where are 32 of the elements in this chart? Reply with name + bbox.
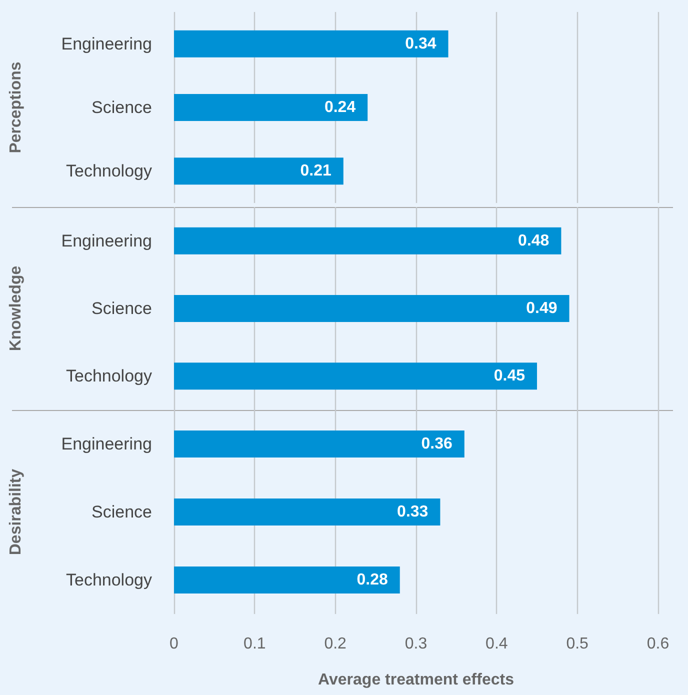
x-tick-label: 0.2 bbox=[324, 636, 347, 652]
data-label: 0.33 bbox=[397, 504, 428, 520]
y-tick-label: Science bbox=[92, 502, 152, 522]
x-tick-label: 0.5 bbox=[566, 636, 589, 652]
data-label: 0.36 bbox=[421, 436, 452, 452]
bar bbox=[174, 566, 400, 594]
data-label: 0.48 bbox=[518, 232, 550, 250]
y-tick-label: Technology bbox=[66, 366, 152, 386]
bar bbox=[174, 430, 464, 458]
x-tick-label: 0.6 bbox=[646, 636, 670, 652]
y-tick-label: Engineering bbox=[61, 434, 152, 454]
y-tick-label: Technology bbox=[66, 570, 152, 590]
data-label: 0.28 bbox=[356, 572, 388, 588]
y-tick-label: Engineering bbox=[61, 231, 152, 250]
data-label: 0.34 bbox=[405, 35, 436, 52]
data-label: 0.49 bbox=[526, 300, 558, 317]
y-tick-label: Technology bbox=[66, 162, 152, 181]
data-label: 0.24 bbox=[324, 99, 356, 116]
y-tick-label: Science bbox=[92, 299, 152, 318]
y-tick-label: Engineering bbox=[61, 34, 152, 54]
x-tick-label: 0.1 bbox=[244, 636, 266, 652]
y-tick-label: Science bbox=[92, 98, 152, 117]
x-axis-title: Average treatment effects bbox=[318, 672, 514, 688]
x-tick-label: 0.3 bbox=[404, 636, 428, 652]
data-label: 0.21 bbox=[300, 162, 332, 180]
data-label: 0.45 bbox=[494, 368, 526, 385]
y-axis-title: Perceptions bbox=[8, 62, 24, 154]
y-axis-title: Desirability bbox=[8, 468, 24, 556]
y-axis-title: Knowledge bbox=[8, 266, 24, 352]
bar bbox=[174, 498, 440, 526]
x-tick-label: 0 bbox=[170, 636, 179, 652]
x-tick-label: 0.4 bbox=[486, 636, 508, 652]
